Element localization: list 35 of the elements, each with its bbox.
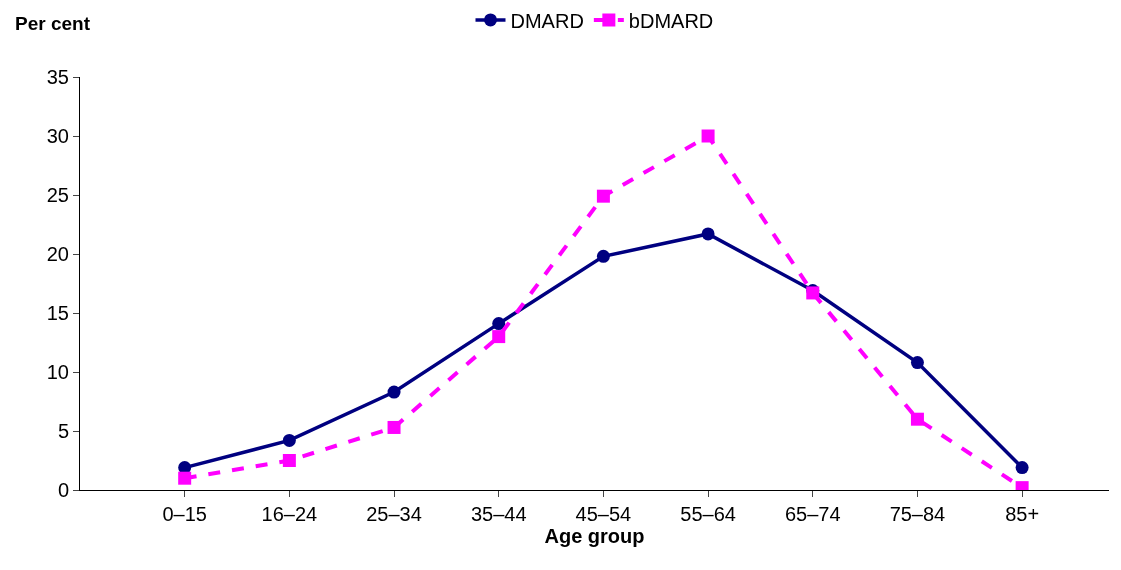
y-tick-label: 35: [46, 66, 69, 88]
point: [596, 189, 610, 203]
x-tick-label: 35–44: [470, 503, 527, 525]
point: [596, 249, 610, 263]
y-tick-label: 10: [46, 361, 69, 383]
point: [492, 317, 506, 331]
x-tick-label: 0–15: [162, 503, 207, 525]
x-tick-label: 65–74: [784, 503, 841, 525]
point: [910, 356, 924, 370]
x-axis-title: Age group: [544, 525, 645, 547]
y-tick-label: 15: [46, 302, 69, 324]
point: [282, 454, 296, 467]
point: [387, 420, 401, 434]
legend-label: bDMARD: [628, 9, 714, 32]
point: [387, 385, 401, 399]
point: [910, 412, 924, 426]
y-tick-label: 0: [57, 479, 69, 501]
point: [282, 433, 296, 447]
x-tick-label: 85+: [1005, 503, 1040, 525]
x-tick-label: 16–24: [261, 503, 318, 525]
x-tick-label: 45–54: [575, 503, 632, 525]
y-tick-label: 25: [46, 184, 69, 206]
point: [701, 129, 715, 143]
x-tick-label: 75–84: [889, 503, 946, 525]
x-tick-label: 25–34: [366, 503, 422, 525]
legend-label: DMARD: [510, 9, 584, 32]
x-tick-label: 55–64: [680, 503, 736, 525]
point: [701, 227, 715, 241]
point: [492, 330, 506, 344]
y-tick-label: 20: [46, 243, 69, 265]
y-tick-label: 30: [46, 125, 69, 147]
y-tick-label: 5: [57, 420, 69, 442]
point: [1015, 461, 1029, 475]
point: [178, 471, 192, 485]
y-axis-title: Per cent: [15, 13, 91, 34]
